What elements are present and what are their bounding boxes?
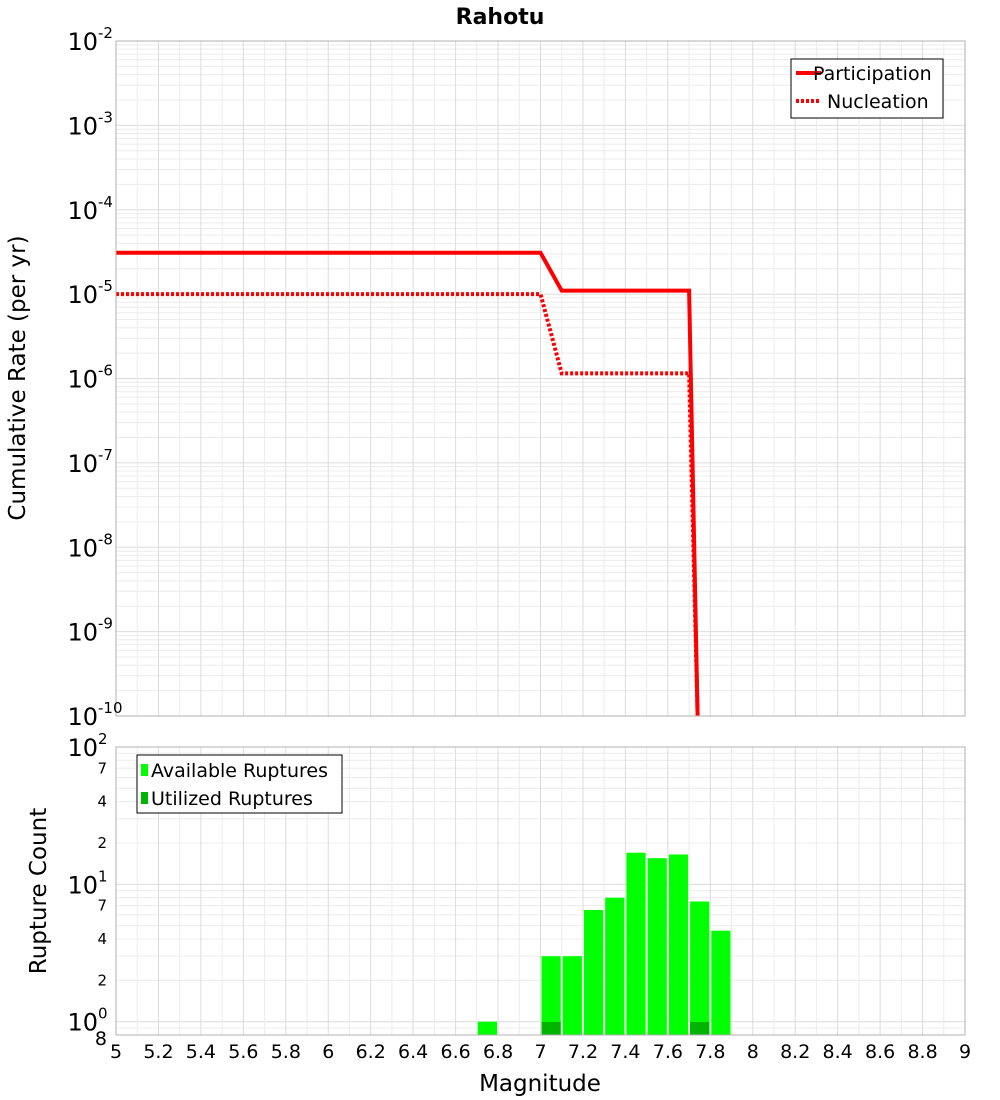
top-y-tick-label: 10 bbox=[67, 619, 98, 647]
bottom-y-minor-tick-label: 7 bbox=[97, 759, 107, 777]
x-tick-label: 5.2 bbox=[143, 1041, 173, 1063]
legend-utilized-swatch bbox=[141, 792, 148, 804]
bottom-y-tick-exponent: 1 bbox=[98, 867, 108, 885]
top-y-tick-label: 10 bbox=[67, 450, 98, 478]
bottom-grid bbox=[115, 746, 966, 1036]
x-tick-label: 9 bbox=[959, 1041, 971, 1063]
x-tick-label: 6.8 bbox=[483, 1041, 513, 1063]
x-tick-label: 5.4 bbox=[186, 1041, 216, 1063]
x-tick-label: 6.6 bbox=[440, 1041, 470, 1063]
x-tick-label: 7.8 bbox=[695, 1041, 725, 1063]
top-plot-frame bbox=[115, 40, 966, 717]
top-y-tick-label: 10 bbox=[67, 112, 98, 140]
legend-participation-label: Participation bbox=[813, 63, 932, 85]
top-y-tick-label: 10 bbox=[67, 703, 98, 731]
top-y-tick-label: 10 bbox=[67, 197, 98, 225]
bottom-y-tick-label: 10 bbox=[67, 871, 98, 899]
top-series bbox=[116, 250, 700, 717]
top-y-tick-exponent: -5 bbox=[98, 277, 113, 295]
available-bar bbox=[668, 854, 689, 1035]
top-y-tick-exponent: -6 bbox=[98, 362, 113, 380]
top-legend-box bbox=[790, 58, 944, 119]
x-tick-label: 8.8 bbox=[907, 1041, 937, 1063]
x-axis-label: Magnitude bbox=[479, 1071, 601, 1097]
x-tick-label: 5.8 bbox=[271, 1041, 301, 1063]
bottom-y-tick-exponent: 0 bbox=[98, 1005, 108, 1023]
x-tick-label: 8.6 bbox=[865, 1041, 895, 1063]
top-y-tick-exponent: -10 bbox=[98, 699, 123, 717]
available-bar bbox=[690, 901, 710, 1035]
legend-available-swatch bbox=[141, 764, 148, 776]
bottom-y-minor-tick-label: 7 bbox=[97, 897, 107, 915]
top-y-tick-exponent: -2 bbox=[98, 24, 113, 42]
available-bar bbox=[605, 897, 625, 1035]
legend-utilized-label: Utilized Ruptures bbox=[151, 788, 313, 810]
x-axis-ticks: 5 5.2 5.4 5.6 5.8 6 6.2 6.4 6.6 6.8 7 7.2 7.4 7.6 7.8 8… bbox=[110, 1041, 971, 1063]
top-legend: Participation Nucleation bbox=[790, 58, 944, 119]
x-tick-label: 7.6 bbox=[653, 1041, 683, 1063]
series-line-participation bbox=[116, 250, 700, 717]
bottom-bars bbox=[477, 852, 731, 1035]
bottom-y-tick-label: 10 bbox=[67, 1009, 98, 1037]
x-tick-label: 8.2 bbox=[780, 1041, 810, 1063]
bottom-legend-box bbox=[136, 754, 343, 814]
top-y-tick-exponent: -3 bbox=[98, 108, 113, 126]
top-y-tick-label: 10 bbox=[67, 281, 98, 309]
x-tick-label: 6.2 bbox=[356, 1041, 386, 1063]
available-bar bbox=[584, 910, 604, 1035]
x-tick-label: 8.4 bbox=[823, 1041, 853, 1063]
top-y-axis-label: Cumulative Rate (per yr) bbox=[5, 235, 31, 520]
x-tick-label: 7.2 bbox=[568, 1041, 598, 1063]
available-bar bbox=[711, 930, 731, 1035]
bottom-y-tick-label: 10 bbox=[67, 734, 98, 762]
top-y-tick-exponent: -7 bbox=[98, 446, 113, 464]
available-bar bbox=[477, 1021, 497, 1035]
bottom-y-axis-label: Rupture Count bbox=[26, 808, 52, 974]
x-tick-label: 6 bbox=[322, 1041, 334, 1063]
x-tick-label: 5 bbox=[110, 1041, 122, 1063]
series-line-nucleation bbox=[116, 292, 700, 717]
x-tick-label: 7 bbox=[534, 1041, 546, 1063]
top-y-tick-exponent: -8 bbox=[98, 530, 113, 548]
bottom-legend: Available Ruptures Utilized Ruptures bbox=[136, 754, 343, 814]
bottom-plot-frame bbox=[115, 746, 966, 1036]
legend-nucleation-label: Nucleation bbox=[827, 91, 929, 113]
top-y-tick-label: 10 bbox=[67, 28, 98, 56]
bottom-y-minor-tick-label: 2 bbox=[97, 834, 107, 852]
legend-available-label: Available Ruptures bbox=[151, 760, 328, 782]
top-y-tick-label: 10 bbox=[67, 366, 98, 394]
top-grid bbox=[115, 40, 966, 717]
bottom-y-minor-tick-label: 4 bbox=[97, 930, 107, 948]
available-bar bbox=[647, 858, 667, 1035]
x-tick-label: 5.6 bbox=[228, 1041, 258, 1063]
bottom-y-minor-tick-label: 2 bbox=[97, 971, 107, 989]
available-bar bbox=[562, 956, 582, 1035]
bottom-y-minor-tick-label: 4 bbox=[97, 793, 107, 811]
top-y-tick-exponent: -9 bbox=[98, 615, 113, 633]
bottom-y-tick-exponent: 2 bbox=[98, 730, 108, 748]
utilized-bar bbox=[541, 1022, 561, 1035]
top-y-tick-exponent: -4 bbox=[98, 193, 113, 211]
top-y-tick-label: 10 bbox=[67, 534, 98, 562]
available-bar bbox=[626, 852, 646, 1035]
chart-title: Rahotu bbox=[456, 5, 545, 30]
x-tick-label: 8 bbox=[747, 1041, 759, 1063]
utilized-bar bbox=[690, 1022, 710, 1035]
bottom-y-minor-tick-label: 8 bbox=[95, 1028, 107, 1050]
x-tick-label: 6.4 bbox=[398, 1041, 428, 1063]
available-bar bbox=[541, 956, 561, 1035]
x-tick-label: 7.4 bbox=[610, 1041, 640, 1063]
